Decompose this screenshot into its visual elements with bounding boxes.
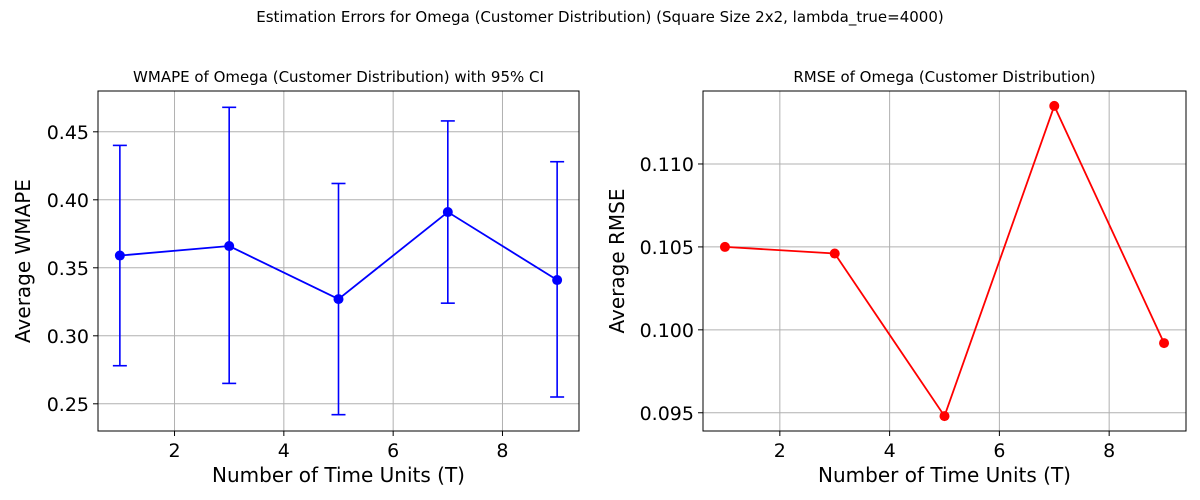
y-tick-label: 0.095 bbox=[640, 403, 694, 425]
y-tick-label: 0.105 bbox=[640, 237, 694, 259]
x-tick-label: 6 bbox=[387, 440, 399, 462]
data-point bbox=[1159, 338, 1170, 349]
x-axis-label: Number of Time Units (T) bbox=[818, 463, 1071, 487]
y-tick-label: 0.100 bbox=[640, 320, 694, 342]
series-line bbox=[724, 103, 1165, 419]
data-point bbox=[333, 294, 344, 305]
y-tick-label: 0.45 bbox=[47, 122, 89, 144]
plot-frame bbox=[97, 90, 580, 432]
rmse-chart: 2 4 6 8 0.095 0.100 0.105 0.110 RMSE of Omega (C… bbox=[605, 68, 1187, 487]
x-tick-label: 2 bbox=[168, 440, 180, 462]
y-tick-label: 0.35 bbox=[47, 258, 89, 280]
x-tick-label: 4 bbox=[278, 440, 290, 462]
wmape-chart: 2 4 6 8 0.25 0.30 0.35 0.40 0.45 WMAPE of Omega (… bbox=[11, 68, 580, 487]
y-tick-label: 0.40 bbox=[47, 190, 89, 212]
data-point bbox=[442, 207, 453, 218]
y-axis-label: Average RMSE bbox=[605, 189, 629, 334]
x-tick-label: 2 bbox=[774, 440, 786, 462]
chart-title: WMAPE of Omega (Customer Distribution) w… bbox=[133, 68, 544, 86]
chart-title: RMSE of Omega (Customer Distribution) bbox=[793, 68, 1095, 86]
y-axis-label: Average WMAPE bbox=[11, 179, 35, 343]
x-tick-label: 8 bbox=[496, 440, 508, 462]
data-point bbox=[1049, 100, 1060, 111]
x-tick-label: 8 bbox=[1103, 440, 1115, 462]
data-point bbox=[939, 411, 950, 422]
x-axis-label: Number of Time Units (T) bbox=[212, 463, 465, 487]
data-point bbox=[719, 241, 730, 252]
plot-frame bbox=[702, 90, 1187, 432]
x-tick-label: 6 bbox=[993, 440, 1005, 462]
data-point bbox=[114, 250, 125, 261]
data-point bbox=[224, 241, 235, 252]
y-tick-label: 0.25 bbox=[47, 394, 89, 416]
y-tick-label: 0.110 bbox=[640, 154, 694, 176]
x-tick-label: 4 bbox=[884, 440, 896, 462]
y-tick-label: 0.30 bbox=[47, 326, 89, 348]
data-point bbox=[829, 248, 840, 259]
data-point bbox=[552, 275, 563, 286]
figure-suptitle: Estimation Errors for Omega (Customer Di… bbox=[256, 8, 944, 27]
